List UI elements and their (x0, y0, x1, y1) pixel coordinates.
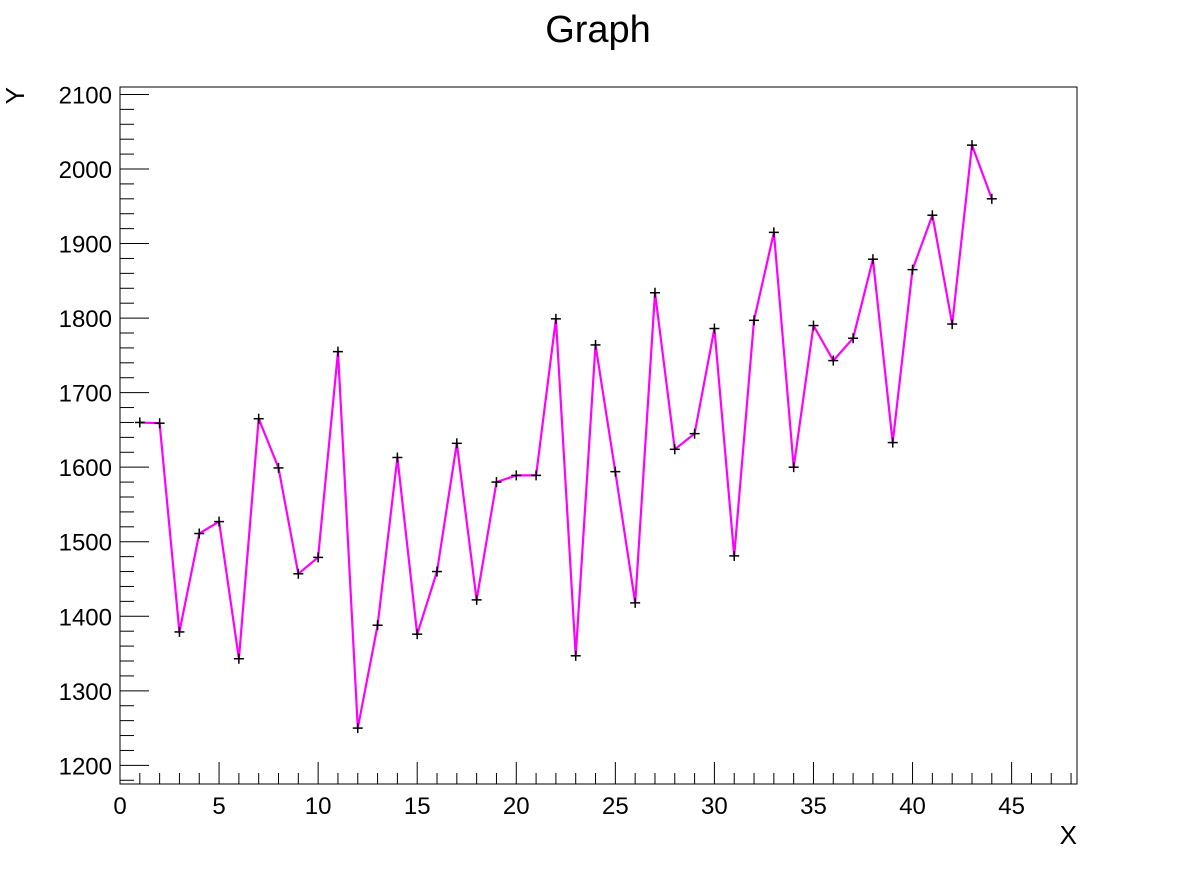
data-point (432, 566, 443, 577)
data-point (531, 470, 542, 481)
x-tick-label: 35 (800, 793, 827, 820)
data-point (848, 333, 859, 344)
plot-frame (119, 86, 1078, 785)
data-point (630, 597, 641, 608)
data-point (451, 438, 462, 449)
data-point (669, 444, 680, 455)
y-tick-label: 2100 (59, 82, 112, 109)
data-point (966, 140, 977, 151)
x-tick-label: 10 (305, 793, 332, 820)
x-tick-label: 15 (404, 793, 431, 820)
data-point (729, 550, 740, 561)
data-point (233, 653, 244, 664)
x-tick-label: 30 (701, 793, 728, 820)
data-point (649, 287, 660, 298)
data-point (471, 594, 482, 605)
x-axis: 0 5 10 15 20 25 30 35 40 45 (113, 762, 1072, 820)
y-tick-label: 1900 (59, 232, 112, 259)
x-axis-label: X (1060, 820, 1077, 850)
data-point (332, 346, 343, 357)
data-point (828, 355, 839, 366)
data-point (768, 227, 779, 238)
data-point (174, 626, 185, 637)
y-axis: 1200 1300 1400 1500 1600 1700 1800 1900 2000 2100 (59, 82, 149, 781)
y-tick-label: 1600 (59, 455, 112, 482)
y-tick-label: 1400 (59, 604, 112, 631)
y-tick-label: 1800 (59, 306, 112, 333)
series-line (139, 144, 993, 730)
y-tick-label: 2000 (59, 157, 112, 184)
x-tick-label: 20 (503, 793, 530, 820)
x-tick-label: 40 (899, 793, 926, 820)
data-point (134, 417, 145, 428)
y-tick-label: 1700 (59, 381, 112, 408)
data-point (313, 552, 324, 563)
data-point (372, 620, 383, 631)
y-tick-label: 1500 (59, 530, 112, 557)
series-layer (139, 144, 993, 730)
y-tick-label: 1300 (59, 679, 112, 706)
data-point (194, 528, 205, 539)
x-tick-label: 45 (998, 793, 1025, 820)
y-axis-label: Y (0, 87, 30, 104)
data-point (788, 462, 799, 473)
data-point (947, 319, 958, 330)
data-point (570, 650, 581, 661)
data-point (214, 516, 225, 527)
data-point (293, 568, 304, 579)
x-tick-label: 0 (113, 793, 126, 820)
data-point (352, 723, 363, 734)
data-point (253, 413, 264, 424)
data-point (412, 629, 423, 640)
data-point (927, 210, 938, 221)
x-tick-label: 5 (212, 793, 225, 820)
data-point (709, 323, 720, 334)
data-point (907, 264, 918, 275)
data-point (610, 466, 621, 477)
data-point (887, 437, 898, 448)
data-point (550, 313, 561, 324)
data-point (511, 470, 522, 481)
chart-title: Graph (545, 9, 651, 51)
data-point (689, 428, 700, 439)
data-point (808, 320, 819, 331)
data-point (491, 477, 502, 488)
data-point (590, 339, 601, 350)
data-point (749, 315, 760, 326)
marker-layer (134, 140, 997, 734)
data-point (392, 452, 403, 463)
y-tick-label: 1200 (59, 753, 112, 780)
data-point (867, 254, 878, 265)
data-point (273, 462, 284, 473)
x-tick-label: 25 (602, 793, 629, 820)
data-point (154, 418, 165, 429)
data-point (986, 193, 997, 204)
